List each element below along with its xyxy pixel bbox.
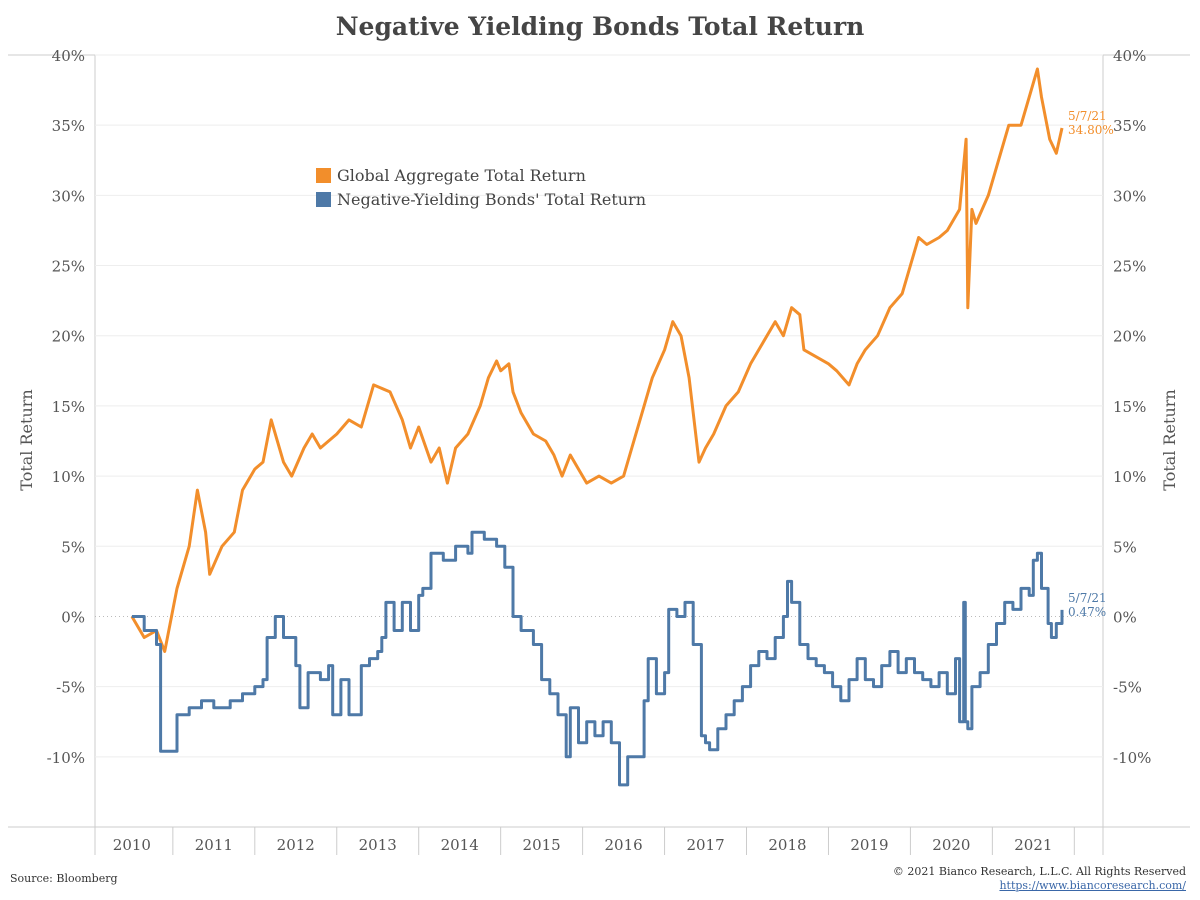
series-line-global	[130, 67, 1064, 653]
legend-swatch-global	[316, 167, 331, 183]
end-date-global: 5/7/21	[1068, 109, 1107, 123]
series-line-negative	[131, 530, 1064, 787]
x-tick-2012: 2012	[277, 836, 315, 854]
y-tick-left-3: 25%	[52, 258, 85, 276]
y-tick-left-7: 5%	[61, 538, 85, 556]
x-tick-2016: 2016	[604, 836, 642, 854]
y-axis-title-right: Total Return	[1160, 389, 1179, 490]
y-tick-right-1: 35%	[1113, 117, 1146, 135]
x-tick-2018: 2018	[768, 836, 806, 854]
copyright-block: © 2021 Bianco Research, L.L.C. All Right…	[893, 865, 1186, 893]
y-tick-left-0: 40%	[52, 47, 85, 65]
x-tick-2019: 2019	[850, 836, 888, 854]
legend-swatch-negative	[316, 191, 331, 207]
x-tick-2021: 2021	[1014, 836, 1052, 854]
x-tick-2010: 2010	[113, 836, 151, 854]
y-tick-left-2: 30%	[52, 187, 85, 205]
x-tick-2015: 2015	[523, 836, 561, 854]
y-tick-left-5: 15%	[52, 398, 85, 416]
end-value-negative: 0.47%	[1068, 605, 1106, 619]
end-date-negative: 5/7/21	[1068, 591, 1107, 605]
legend-item-negative: Negative-Yielding Bonds' Total Return	[316, 187, 646, 211]
y-tick-right-3: 25%	[1113, 258, 1146, 276]
y-tick-right-9: -5%	[1113, 679, 1142, 697]
source-note: Source: Bloomberg	[10, 872, 118, 885]
y-tick-left-4: 20%	[52, 328, 85, 346]
x-tick-2011: 2011	[195, 836, 233, 854]
y-tick-left-8: 0%	[61, 608, 85, 626]
x-tick-2020: 2020	[932, 836, 970, 854]
y-tick-right-0: 40%	[1113, 47, 1146, 65]
y-tick-right-7: 5%	[1113, 538, 1137, 556]
y-tick-left-1: 35%	[52, 117, 85, 135]
y-tick-right-4: 20%	[1113, 328, 1146, 346]
y-tick-right-2: 30%	[1113, 187, 1146, 205]
y-tick-left-10: -10%	[47, 749, 85, 767]
legend-item-global: Global Aggregate Total Return	[316, 163, 646, 187]
y-tick-right-5: 15%	[1113, 398, 1146, 416]
chart-title: Negative Yielding Bonds Total Return	[335, 12, 865, 41]
legend-label-negative: Negative-Yielding Bonds' Total Return	[337, 189, 646, 209]
y-axis-title-left: Total Return	[17, 389, 36, 490]
x-tick-2014: 2014	[441, 836, 479, 854]
end-value-global: 34.80%	[1068, 123, 1114, 137]
y-tick-right-8: 0%	[1113, 608, 1137, 626]
y-tick-left-6: 10%	[52, 468, 85, 486]
x-tick-2013: 2013	[359, 836, 397, 854]
copyright-text: © 2021 Bianco Research, L.L.C. All Right…	[892, 865, 1186, 878]
x-tick-2017: 2017	[686, 836, 724, 854]
y-tick-left-9: -5%	[56, 679, 85, 697]
y-tick-right-6: 10%	[1113, 468, 1146, 486]
legend: Global Aggregate Total Return Negative-Y…	[316, 163, 646, 211]
y-tick-right-10: -10%	[1113, 749, 1151, 767]
website-link[interactable]: https://www.biancoresearch.com/	[999, 879, 1186, 892]
legend-label-global: Global Aggregate Total Return	[337, 165, 586, 185]
